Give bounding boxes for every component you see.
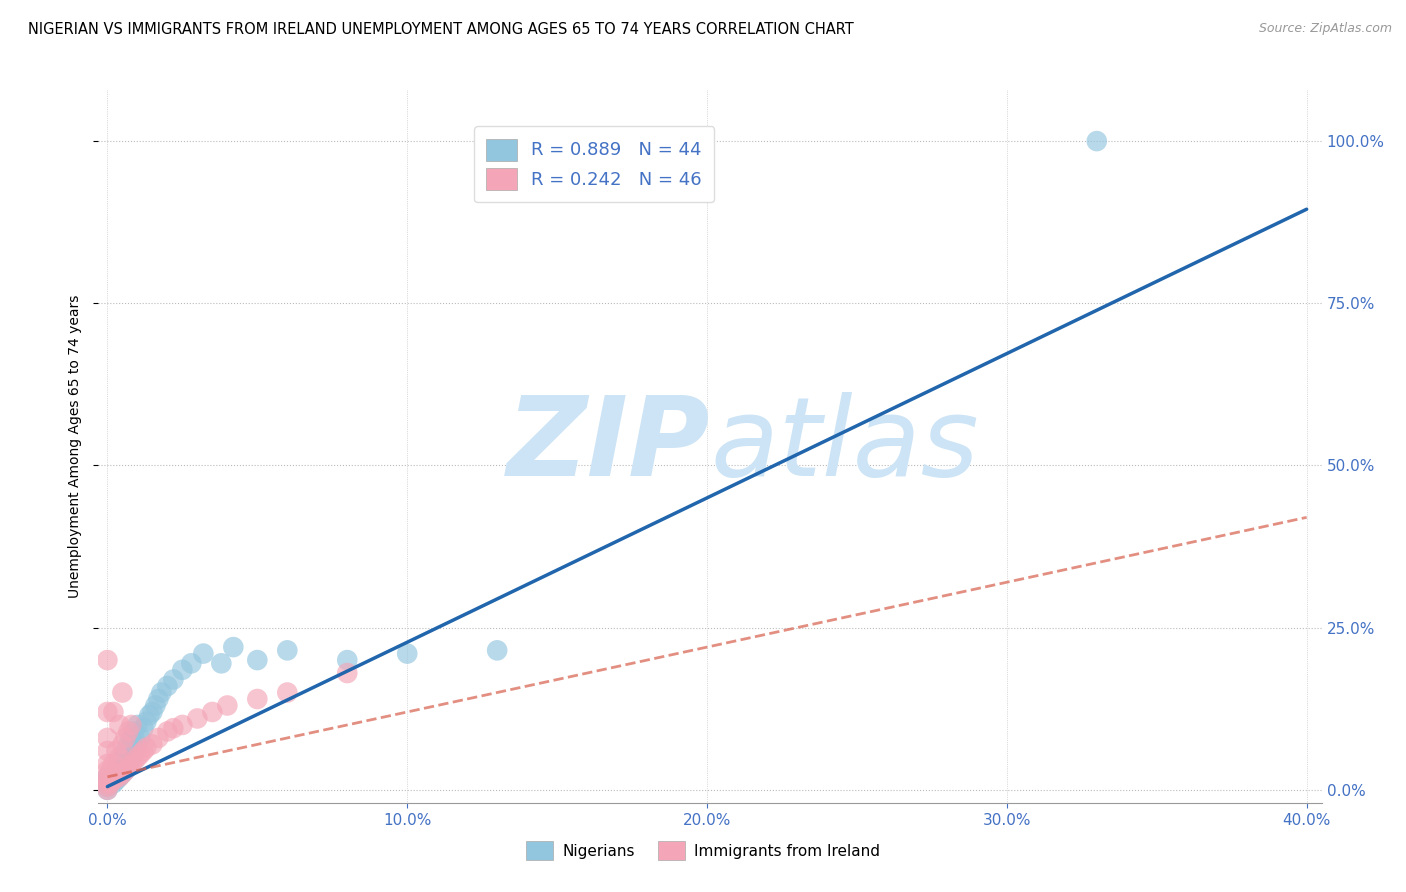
- Point: [103, 776, 125, 790]
- Point: [111, 738, 134, 752]
- Point: [132, 721, 155, 735]
- Point: [96, 782, 118, 797]
- Point: [127, 738, 149, 752]
- Point: [96, 776, 118, 790]
- Point: [96, 780, 118, 794]
- Point: [96, 773, 118, 788]
- Point: [1085, 134, 1108, 148]
- Point: [127, 750, 149, 764]
- Point: [103, 705, 125, 719]
- Point: [148, 692, 170, 706]
- Point: [96, 756, 118, 771]
- Point: [336, 666, 359, 681]
- Point: [108, 750, 131, 764]
- Point: [111, 685, 134, 699]
- Point: [129, 731, 152, 745]
- Point: [100, 776, 122, 790]
- Point: [186, 711, 208, 725]
- Point: [135, 740, 157, 755]
- Point: [103, 766, 125, 780]
- Point: [162, 673, 184, 687]
- Point: [111, 766, 134, 780]
- Point: [276, 685, 298, 699]
- Point: [114, 744, 136, 758]
- Point: [148, 731, 170, 745]
- Point: [103, 773, 125, 788]
- Point: [156, 679, 179, 693]
- Point: [96, 773, 118, 788]
- Point: [124, 754, 146, 768]
- Point: [117, 738, 139, 752]
- Point: [114, 764, 136, 778]
- Legend: R = 0.889   N = 44, R = 0.242   N = 46: R = 0.889 N = 44, R = 0.242 N = 46: [474, 127, 714, 202]
- Text: NIGERIAN VS IMMIGRANTS FROM IRELAND UNEMPLOYMENT AMONG AGES 65 TO 74 YEARS CORRE: NIGERIAN VS IMMIGRANTS FROM IRELAND UNEM…: [28, 22, 853, 37]
- Point: [124, 744, 146, 758]
- Point: [103, 756, 125, 771]
- Point: [246, 692, 269, 706]
- Text: ZIP: ZIP: [506, 392, 710, 500]
- Point: [127, 718, 149, 732]
- Point: [172, 663, 194, 677]
- Point: [120, 750, 142, 764]
- Point: [145, 698, 167, 713]
- Point: [396, 647, 419, 661]
- Point: [96, 764, 118, 778]
- Point: [105, 764, 128, 778]
- Point: [117, 760, 139, 774]
- Point: [96, 744, 118, 758]
- Point: [246, 653, 269, 667]
- Point: [108, 770, 131, 784]
- Point: [217, 698, 239, 713]
- Point: [180, 657, 202, 671]
- Point: [100, 764, 122, 778]
- Point: [117, 724, 139, 739]
- Point: [120, 756, 142, 771]
- Point: [120, 731, 142, 745]
- Point: [222, 640, 245, 654]
- Y-axis label: Unemployment Among Ages 65 to 74 years: Unemployment Among Ages 65 to 74 years: [69, 294, 83, 598]
- Point: [162, 721, 184, 735]
- Point: [135, 714, 157, 729]
- Text: atlas: atlas: [710, 392, 979, 500]
- Point: [105, 770, 128, 784]
- Point: [117, 756, 139, 771]
- Point: [111, 766, 134, 780]
- Point: [96, 731, 118, 745]
- Point: [96, 705, 118, 719]
- Point: [108, 756, 131, 771]
- Point: [276, 643, 298, 657]
- Point: [96, 770, 118, 784]
- Point: [111, 750, 134, 764]
- Point: [108, 718, 131, 732]
- Point: [132, 744, 155, 758]
- Point: [141, 738, 163, 752]
- Point: [141, 705, 163, 719]
- Point: [193, 647, 215, 661]
- Point: [114, 731, 136, 745]
- Point: [114, 764, 136, 778]
- Point: [105, 744, 128, 758]
- Legend: Nigerians, Immigrants from Ireland: Nigerians, Immigrants from Ireland: [519, 835, 887, 866]
- Point: [201, 705, 224, 719]
- Point: [129, 747, 152, 761]
- Point: [209, 657, 232, 671]
- Point: [120, 718, 142, 732]
- Point: [96, 780, 118, 794]
- Text: Source: ZipAtlas.com: Source: ZipAtlas.com: [1258, 22, 1392, 36]
- Point: [96, 653, 118, 667]
- Point: [96, 770, 118, 784]
- Point: [486, 643, 509, 657]
- Point: [105, 773, 128, 788]
- Point: [124, 724, 146, 739]
- Point: [96, 776, 118, 790]
- Point: [156, 724, 179, 739]
- Point: [96, 782, 118, 797]
- Point: [172, 718, 194, 732]
- Point: [150, 685, 173, 699]
- Point: [336, 653, 359, 667]
- Point: [138, 708, 160, 723]
- Point: [108, 770, 131, 784]
